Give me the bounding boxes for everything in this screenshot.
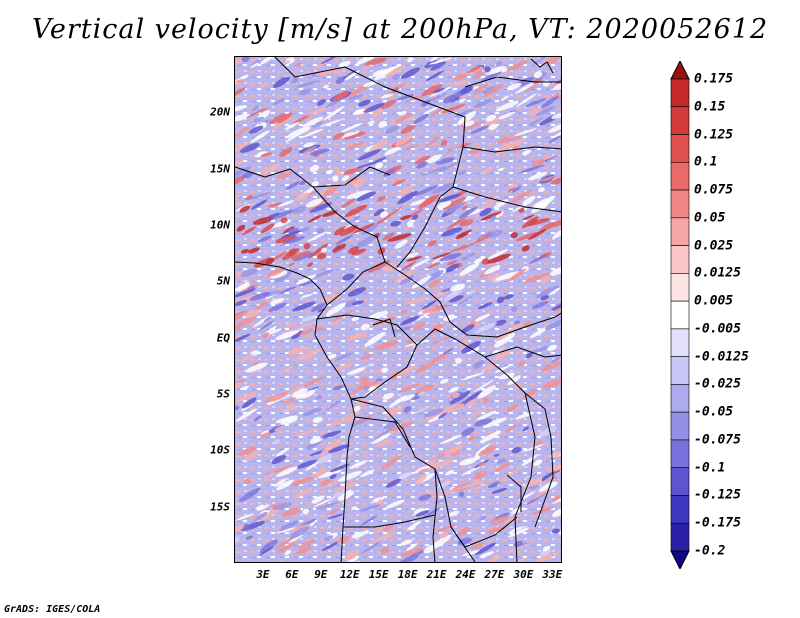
colorbar-segment (670, 356, 690, 385)
colorbar-segment (670, 384, 690, 413)
colorbar-level-label: -0.05 (694, 404, 734, 420)
colorbar-level-label: -0.025 (694, 376, 741, 392)
colorbar-bottom-arrow (670, 550, 690, 569)
lat-tick-label: 5N (216, 274, 230, 288)
lat-tick-label: 15S (210, 500, 230, 514)
lat-tick-label: 10N (210, 218, 230, 232)
lat-tick-label: 20N (210, 105, 230, 119)
lat-tick-label: EQ (216, 331, 230, 345)
colorbar-level-label: 0.025 (694, 238, 734, 254)
colorbar-level-label: 0.175 (694, 71, 734, 87)
lon-tick-label: 9E (314, 568, 328, 581)
lon-tick-label: 21E (426, 568, 447, 581)
colorbar-level-label: -0.175 (694, 515, 741, 531)
colorbar-segment (670, 522, 690, 552)
colorbar-level-label: -0.075 (694, 432, 741, 448)
lon-tick-label: 24E (455, 568, 476, 581)
lon-tick-label: 33E (542, 568, 563, 581)
lat-tick-label: 15N (210, 162, 230, 176)
colorbar-segment (670, 189, 690, 219)
colorbar-level-label: -0.005 (694, 321, 741, 337)
colorbar-level-label: 0.1 (694, 154, 718, 170)
colorbar-level-label: -0.125 (694, 487, 741, 503)
colorbar-level-label: 0.15 (694, 99, 726, 115)
lon-tick-label: 30E (513, 568, 534, 581)
lon-tick-label: 15E (368, 568, 389, 581)
lat-tick-label: 10S (210, 443, 230, 457)
colorbar-level-label: 0.125 (694, 127, 734, 143)
lon-tick-label: 6E (285, 568, 299, 581)
colorbar-segment (670, 328, 690, 357)
map-plot-area (234, 56, 562, 563)
colorbar-segment (670, 78, 690, 108)
colorbar-segment (670, 161, 690, 191)
colorbar-segment (670, 495, 690, 524)
colorbar-segment (670, 245, 690, 274)
lon-tick-label: 18E (397, 568, 418, 581)
colorbar-segment (670, 217, 690, 246)
colorbar-top-arrow (670, 61, 690, 80)
grads-credit: GrADS: IGES/COLA (4, 604, 101, 615)
colorbar-level-label: -0.0125 (694, 349, 749, 365)
colorbar-level-label: 0.075 (694, 182, 734, 198)
lat-tick-label: 5S (216, 387, 230, 401)
velocity-field-map (235, 57, 561, 562)
lon-tick-label: 12E (339, 568, 360, 581)
colorbar-level-label: 0.005 (694, 293, 734, 309)
lon-tick-label: 3E (256, 568, 270, 581)
colorbar-segment (670, 439, 690, 469)
chart-title: Vertical velocity [m/s] at 200hPa, VT: 2… (31, 14, 769, 45)
colorbar-level-label: 0.05 (694, 210, 726, 226)
colorbar-segment (670, 411, 690, 441)
colorbar-segment (670, 134, 690, 163)
colorbar (670, 61, 690, 569)
colorbar-level-label: 0.0125 (694, 265, 741, 281)
colorbar-segment (670, 467, 690, 496)
colorbar-level-label: -0.2 (694, 543, 726, 559)
colorbar-segment (670, 273, 690, 302)
lon-tick-label: 27E (484, 568, 505, 581)
coastlines-borders (235, 57, 561, 562)
velocity-patches (235, 57, 561, 562)
colorbar-level-label: -0.1 (694, 460, 726, 476)
colorbar-segment (670, 106, 690, 135)
colorbar-segment (670, 300, 690, 330)
